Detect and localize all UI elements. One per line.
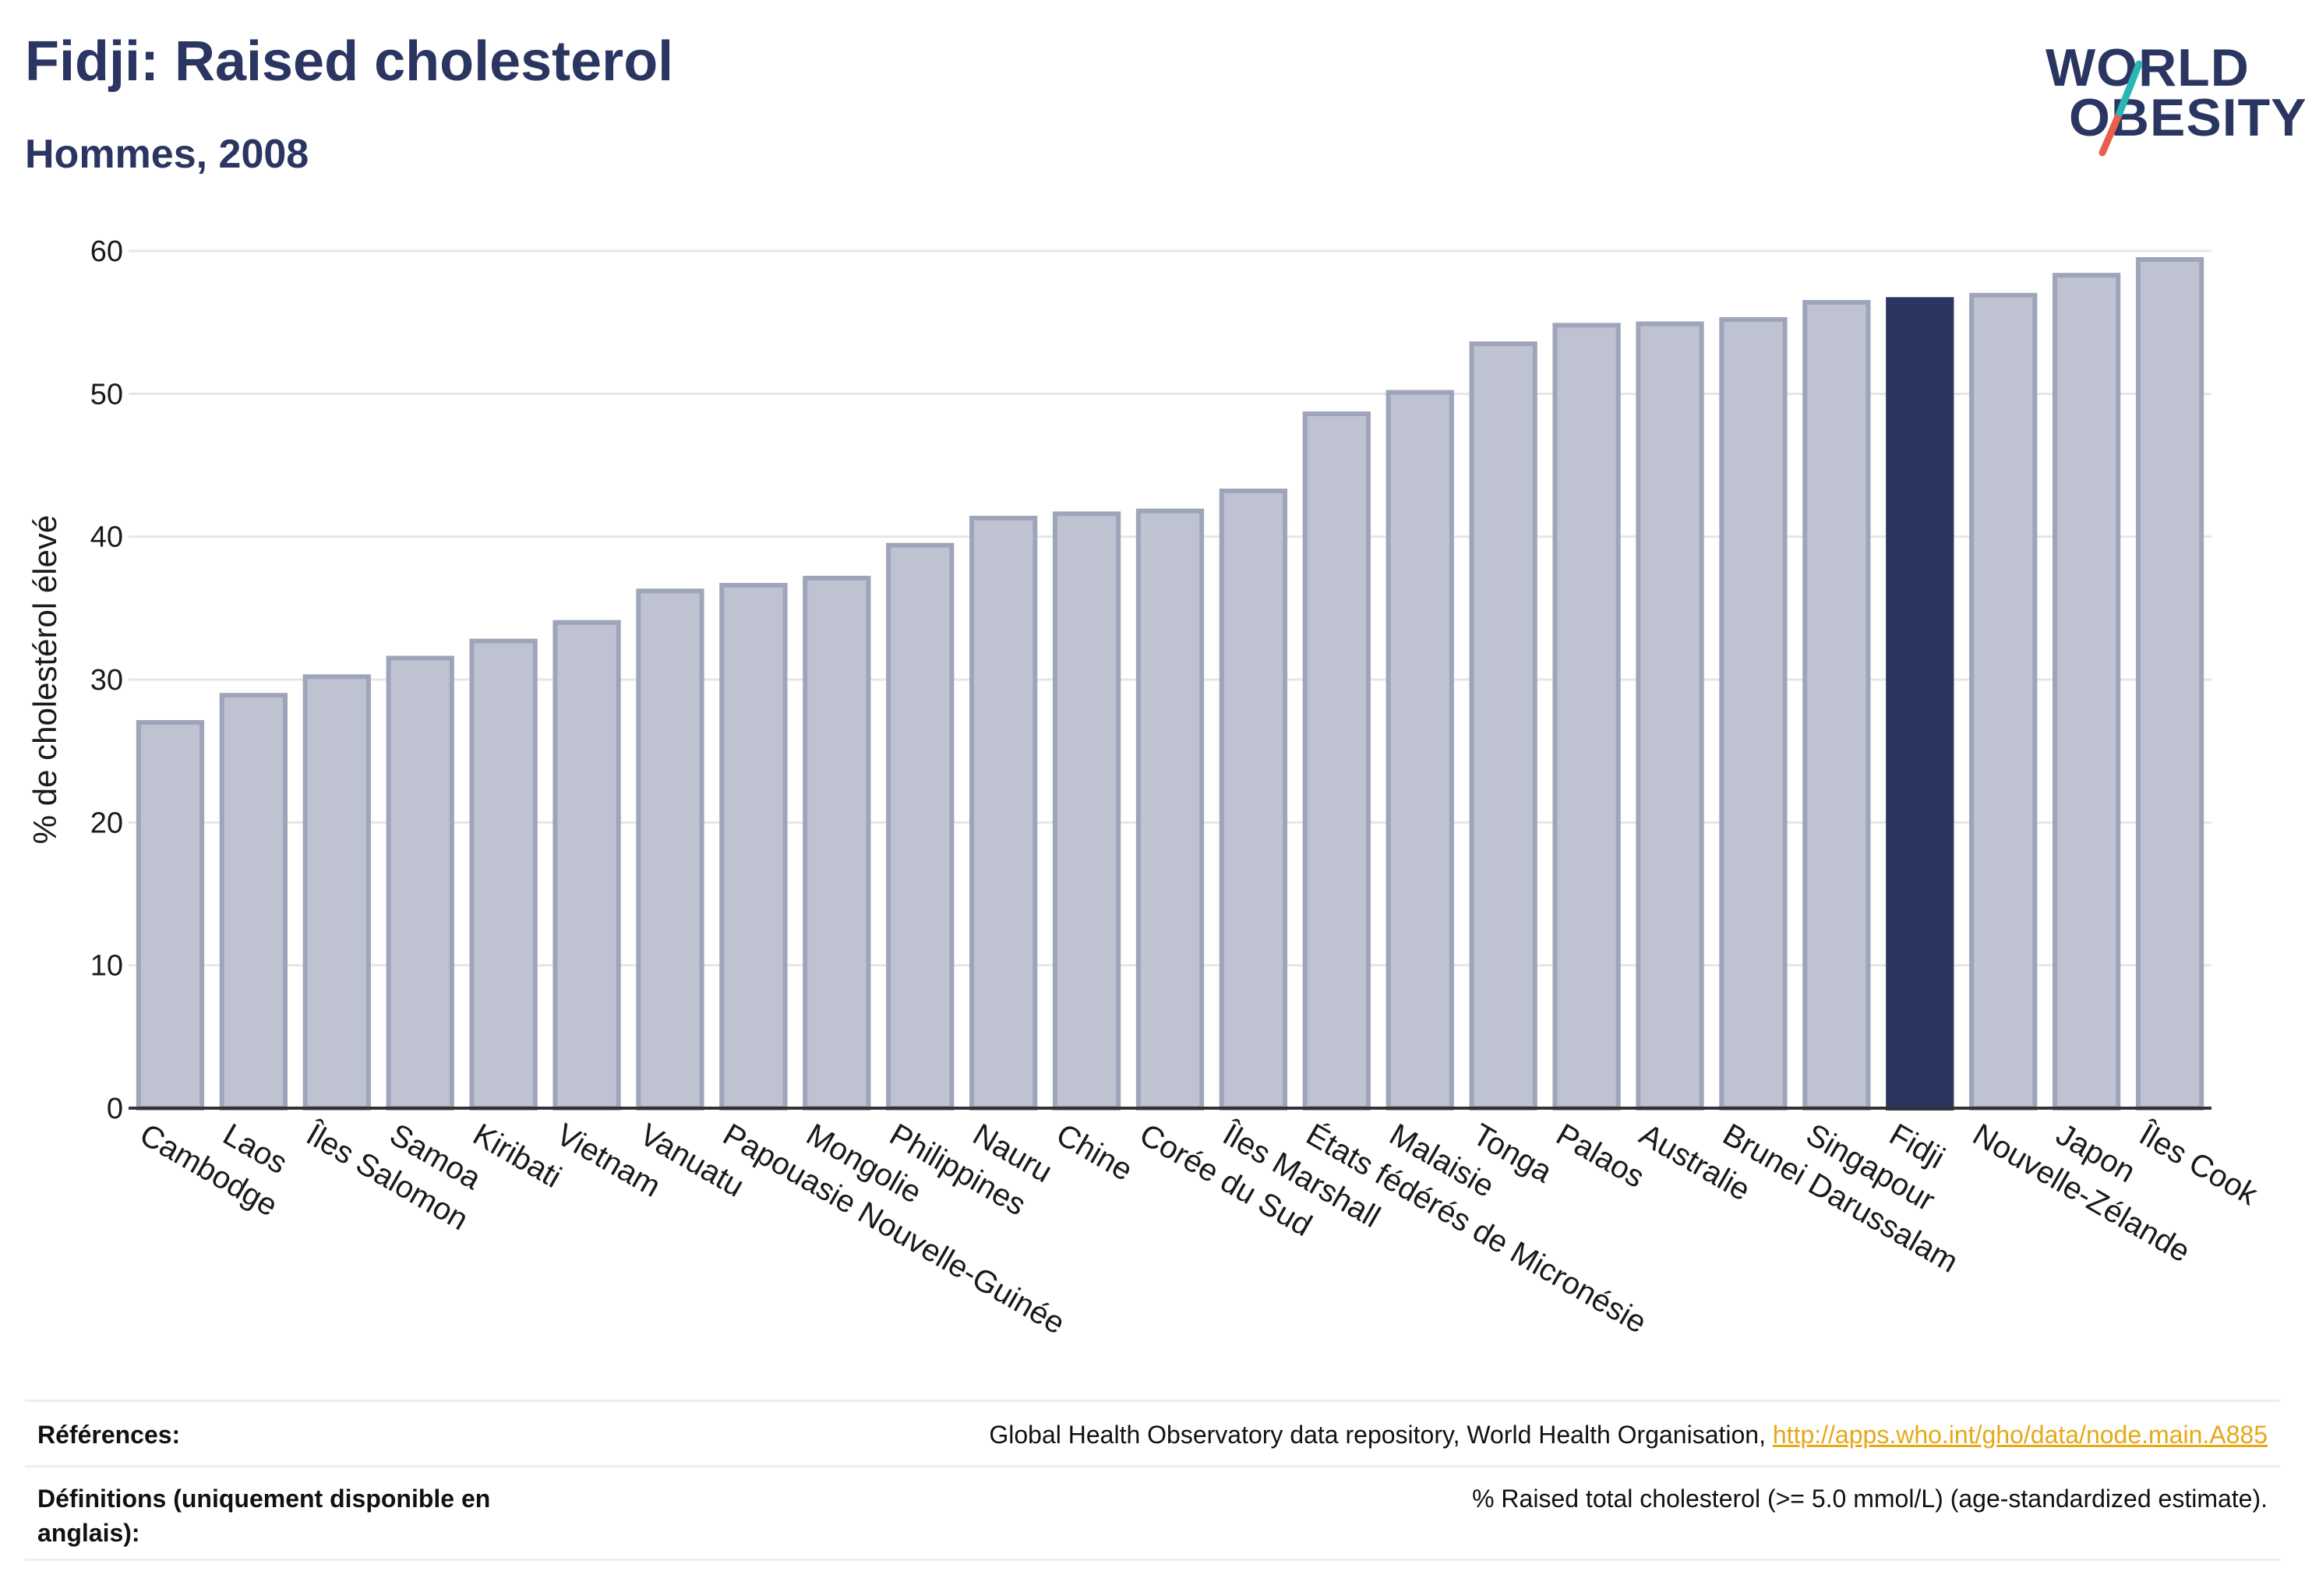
bar [302, 674, 371, 1110]
bar [1219, 489, 1288, 1110]
definitions-value: % Raised total cholesterol (>= 5.0 mmol/… [1472, 1485, 2268, 1513]
bar [1052, 511, 1121, 1111]
y-tick-label: 10 [90, 950, 123, 983]
bar [469, 638, 538, 1110]
y-tick-label: 60 [90, 235, 123, 268]
references-text: Global Health Observatory data repositor… [989, 1421, 1773, 1449]
bar [2052, 273, 2121, 1111]
y-axis-label: % de cholestérol élevé [26, 515, 63, 845]
world-obesity-logo: WORLD OBESITY [2026, 31, 2305, 171]
x-tick-label: Chine [1050, 1118, 1138, 1188]
references-label: Références: [37, 1421, 181, 1449]
logo-line-1: WORLD [2046, 38, 2250, 97]
definitions-label: Définitions (uniquement disponible en an… [37, 1485, 491, 1547]
bar [386, 655, 454, 1110]
x-tick-label: Îles Cook [2133, 1116, 2264, 1212]
logo-slash-icon [2099, 60, 2143, 157]
bar [552, 620, 621, 1110]
bar [803, 575, 871, 1111]
bar [1552, 323, 1621, 1111]
bar [136, 720, 205, 1110]
bar [1302, 411, 1371, 1110]
bar [636, 588, 704, 1111]
bar [1719, 317, 1788, 1110]
page-title: Fidji: Raised cholesterol [25, 30, 674, 93]
references-row: Références: Global Health Observatory da… [25, 1400, 2280, 1467]
bar [2135, 257, 2204, 1110]
bar [1969, 292, 2038, 1110]
bar [719, 583, 788, 1110]
bar [1385, 390, 1454, 1110]
y-tick-label: 20 [90, 807, 123, 839]
bar [969, 515, 1038, 1111]
bar [1802, 300, 1871, 1110]
bar [1636, 321, 1704, 1110]
bar [219, 693, 288, 1110]
bar [1469, 341, 1537, 1110]
x-tick-label: Kiribati [468, 1118, 567, 1195]
x-tick-label: Palaos [1551, 1118, 1650, 1195]
footer-bottom-rule [25, 1559, 2280, 1561]
y-tick-label: 0 [107, 1093, 123, 1125]
definitions-row: Définitions (uniquement disponible en an… [25, 1465, 2280, 1561]
y-tick-label: 50 [90, 378, 123, 411]
references-link[interactable]: http://apps.who.int/gho/data/node.main.A… [1772, 1421, 2268, 1449]
bar [1886, 297, 1954, 1110]
references-value: Global Health Observatory data repositor… [989, 1418, 2268, 1452]
bar [1135, 508, 1205, 1110]
page-subtitle: Hommes, 2008 [25, 132, 309, 177]
bar [886, 542, 955, 1110]
y-tick-label: 30 [90, 664, 123, 697]
y-tick-label: 40 [90, 521, 123, 554]
